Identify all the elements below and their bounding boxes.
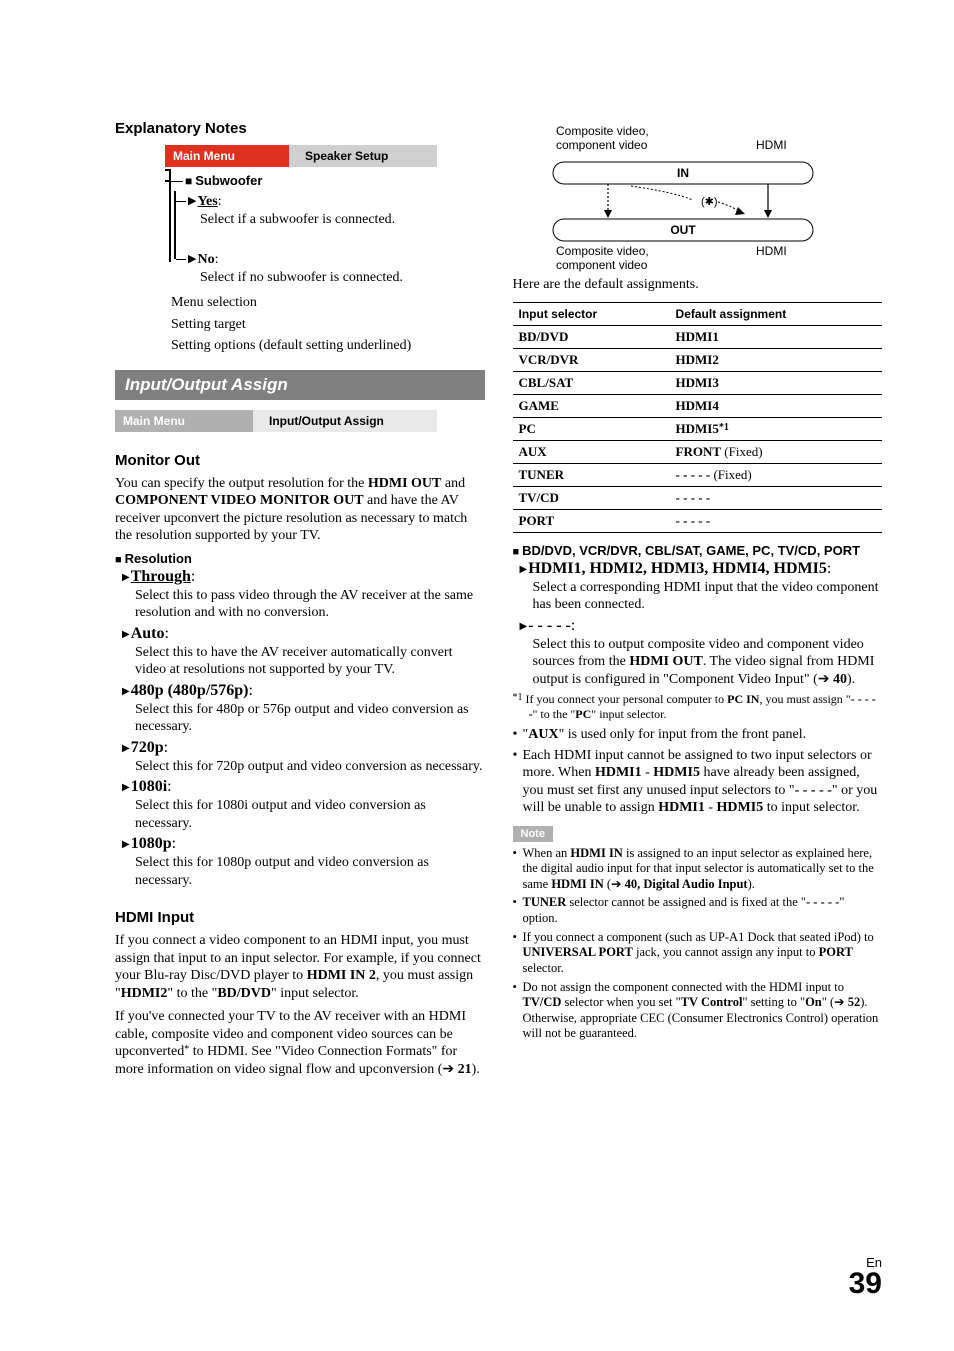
subwoofer-label: Subwoofer (195, 173, 262, 188)
info-bullets: "AUX" is used only for input from the fr… (513, 726, 883, 817)
default-assignments-text: Here are the default assignments. (513, 276, 883, 294)
monitor-out-heading: Monitor Out (115, 452, 485, 469)
svg-text:(✱): (✱) (701, 196, 718, 208)
resolution-item-desc: Select this for 720p output and video co… (135, 758, 485, 776)
option-yes-desc: Select if a subwoofer is connected. (200, 211, 446, 229)
resolution-item-desc: Select this for 1080p output and video c… (135, 854, 485, 889)
diag-label-tr: HDMI (756, 138, 787, 152)
menu-main: Main Menu (165, 145, 289, 167)
resolution-item: ▶Through: (122, 568, 485, 586)
note-3: If you connect a component (such as UP-A… (513, 930, 883, 977)
resolution-item: ▶720p: (122, 739, 485, 757)
note-4: Do not assign the component connected wi… (513, 980, 883, 1043)
hdmi-input-p1: If you connect a video component to an H… (115, 932, 485, 1002)
footnote-1: *1 If you connect your personal computer… (513, 692, 883, 722)
hdmi-input-heading: HDMI Input (115, 909, 485, 926)
table-row: AUXFRONT (Fixed) (513, 440, 883, 463)
diag-out: OUT (670, 223, 696, 237)
resolution-item-desc: Select this to have the AV receiver auto… (135, 644, 485, 679)
resolution-item-desc: Select this to pass video through the AV… (135, 587, 485, 622)
resolution-item-desc: Select this for 1080i output and video c… (135, 797, 485, 832)
menu-bar-assign: Main Menu Input/Output Assign (115, 410, 437, 432)
resolution-item-desc: Select this for 480p or 576p output and … (135, 701, 485, 736)
bullet-aux: "AUX" is used only for input from the fr… (513, 726, 883, 744)
diag-label-br: HDMI (756, 244, 787, 258)
left-column: Explanatory Notes Main Menu Speaker Setu… (115, 120, 485, 1084)
monitor-out-paragraph: You can specify the output resolution fo… (115, 475, 485, 545)
note-2: TUNER selector cannot be assigned and is… (513, 895, 883, 926)
diag-label-bl: Composite video, (556, 244, 649, 258)
bullet-hdmi-assign: Each HDMI input cannot be assigned to tw… (513, 747, 883, 817)
option-no-desc: Select if no subwoofer is connected. (200, 269, 446, 287)
table-row: BD/DVDHDMI1 (513, 325, 883, 348)
resolution-item: ▶1080p: (122, 835, 485, 853)
diag-label-tl: Composite video, (556, 124, 649, 138)
menu-sub: Speaker Setup (289, 145, 437, 167)
hdmi-options-desc: Select a corresponding HDMI input that t… (533, 579, 883, 614)
table-row: GAMEHDMI4 (513, 394, 883, 417)
note-bullets: When an HDMI IN is assigned to an input … (513, 846, 883, 1043)
tree-diagram: ■Subwoofer ▶Yes: Select if a subwoofer i… (115, 169, 485, 289)
resolution-heading: ■Resolution (115, 551, 485, 566)
col-default-assignment: Default assignment (670, 302, 882, 325)
resolution-item: ▶480p (480p/576p): (122, 682, 485, 700)
right-column: Composite video, component video HDMI IN… (513, 120, 883, 1084)
table-row: PCHDMI5*1 (513, 417, 883, 440)
selector-heading: ■BD/DVD, VCR/DVR, CBL/SAT, GAME, PC, TV/… (513, 543, 883, 558)
manual-page: Explanatory Notes Main Menu Speaker Setu… (0, 0, 954, 1351)
signal-flow-diagram: Composite video, component video HDMI IN… (513, 120, 883, 270)
legend-setting-target: Setting target (171, 315, 485, 335)
note-label: Note (513, 826, 553, 842)
option-no: No (197, 252, 214, 267)
resolution-item: ▶Auto: (122, 625, 485, 643)
columns: Explanatory Notes Main Menu Speaker Setu… (115, 120, 882, 1084)
dashes-desc: Select this to output composite video an… (533, 636, 883, 689)
diag-in: IN (677, 166, 689, 180)
option-yes: Yes (197, 194, 217, 209)
hdmi-options-item: ▶HDMI1, HDMI2, HDMI3, HDMI4, HDMI5: (520, 560, 883, 578)
legend-setting-options: Setting options (default setting underli… (171, 336, 485, 356)
svg-text:component video: component video (556, 258, 648, 272)
menu-main-2: Main Menu (115, 410, 253, 432)
table-row: PORT- - - - - (513, 509, 883, 532)
note-1: When an HDMI IN is assigned to an input … (513, 846, 883, 893)
hdmi-input-p2: If you've connected your TV to the AV re… (115, 1008, 485, 1078)
menu-bar-example: Main Menu Speaker Setup (165, 145, 437, 167)
table-row: TV/CD- - - - - (513, 486, 883, 509)
menu-sub-2: Input/Output Assign (253, 410, 437, 432)
section-input-output-assign: Input/Output Assign (115, 370, 485, 400)
svg-text:component video: component video (556, 138, 648, 152)
table-row: CBL/SATHDMI3 (513, 371, 883, 394)
default-assignment-table: Input selector Default assignment BD/DVD… (513, 302, 883, 533)
resolution-items: ▶Through:Select this to pass video throu… (115, 568, 485, 890)
explanatory-notes-heading: Explanatory Notes (115, 120, 485, 137)
legend-menu-selection: Menu selection (171, 293, 485, 313)
page-footer: En 39 (849, 1256, 882, 1299)
table-row: VCR/DVRHDMI2 (513, 348, 883, 371)
dashes-item: ▶- - - - -: (520, 617, 883, 635)
table-row: TUNER- - - - - (Fixed) (513, 463, 883, 486)
page-number: 39 (849, 1267, 882, 1300)
col-input-selector: Input selector (513, 302, 670, 325)
resolution-item: ▶1080i: (122, 778, 485, 796)
